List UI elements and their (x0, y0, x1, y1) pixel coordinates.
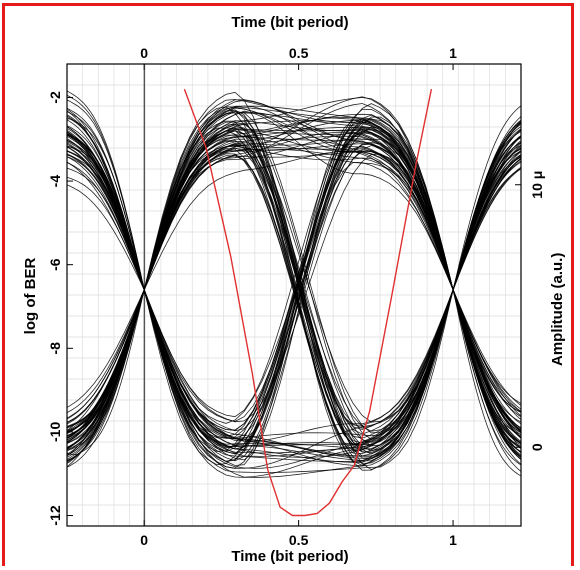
eye-trace (143, 123, 454, 440)
tick-marks (67, 64, 521, 526)
eye-trace (143, 130, 454, 466)
eye-trace (452, 147, 522, 290)
y-axis-right-title: Amplitude (a.u.) (549, 253, 566, 366)
eye-trace (452, 157, 522, 290)
eye-trace (66, 289, 145, 413)
eye-trace (66, 154, 145, 290)
eye-trace (66, 111, 145, 290)
eye-trace (66, 108, 145, 290)
eye-trace (66, 289, 145, 419)
eye-trace (143, 150, 454, 469)
eye-trace (66, 289, 145, 441)
ber-series-line (183, 88, 433, 517)
eye-trace (452, 289, 522, 472)
bottom-x-tick-labels: 0 0.5 1 (140, 532, 457, 548)
eye-trace (66, 99, 145, 290)
eye-traces (66, 90, 522, 478)
eye-trace (66, 141, 145, 290)
eye-trace (452, 289, 522, 477)
eye-trace (143, 96, 454, 290)
eye-trace (143, 289, 454, 463)
eye-trace (143, 137, 454, 290)
eye-diagram-chart: 0 0.5 1 0 0.5 1 -2-4-6-8-10-12 10 μ0 Time (b… (22, 14, 566, 565)
y-left-tick-label: -12 (47, 505, 63, 525)
eye-trace (143, 289, 454, 469)
eye-trace (66, 289, 145, 434)
eye-trace (452, 105, 522, 290)
eye-trace (143, 145, 454, 466)
y-left-tick-label: -4 (47, 175, 63, 188)
eye-trace (143, 131, 454, 290)
eye-trace (452, 123, 522, 290)
eye-trace (66, 289, 145, 449)
eye-trace (452, 289, 522, 447)
eye-trace (143, 289, 454, 473)
right-y-tick-labels: 10 μ 0 (529, 171, 545, 451)
eye-trace (66, 156, 145, 290)
eye-trace (143, 289, 454, 478)
y-left-tick-label: -2 (47, 91, 63, 104)
eye-trace (452, 289, 522, 434)
eye-trace (143, 103, 454, 452)
eye-trace (66, 184, 145, 290)
eye-trace (66, 128, 145, 290)
eye-trace (452, 123, 522, 290)
x-bottom-tick-label: 1 (449, 532, 457, 548)
eye-trace (66, 289, 145, 423)
y-right-tick-label: 0 (529, 443, 545, 451)
y-axis-left-title: log of BER (22, 258, 39, 335)
y-right-tick-label: 10 μ (529, 171, 545, 199)
eye-trace (143, 99, 454, 290)
eye-trace (66, 156, 145, 290)
eye-trace (66, 289, 145, 448)
eye-trace (66, 134, 145, 290)
top-x-tick-labels: 0 0.5 1 (140, 45, 457, 61)
plot-border (66, 63, 522, 527)
eye-trace (452, 289, 522, 429)
y-left-tick-label: -8 (47, 342, 63, 355)
eye-trace (143, 113, 454, 290)
eye-trace (143, 162, 454, 439)
x-top-tick-label: 0.5 (289, 45, 309, 61)
eye-trace (143, 153, 454, 423)
eye-trace (452, 168, 522, 290)
eye-trace (143, 150, 454, 290)
eye-trace (66, 289, 145, 462)
ber-bathtub-curve (183, 88, 433, 517)
x-axis-bottom-title: Time (bit period) (231, 548, 348, 565)
left-y-tick-labels: -2 -4 -6 -8 -10 -12 (47, 91, 63, 526)
eye-trace (143, 108, 454, 431)
eye-trace (452, 150, 522, 290)
eye-trace (143, 107, 454, 290)
x-bottom-tick-label: 0 (140, 532, 148, 548)
eye-trace (143, 143, 454, 290)
eye-trace (452, 128, 522, 290)
x-top-tick-label: 1 (449, 45, 457, 61)
y-left-tick-label: -10 (47, 422, 63, 442)
eye-trace (66, 142, 145, 290)
eye-trace (66, 161, 145, 290)
x-top-tick-label: 0 (140, 45, 148, 61)
eye-trace (143, 154, 454, 453)
eye-trace (66, 289, 145, 408)
eye-trace (143, 109, 454, 439)
eye-trace (452, 289, 522, 433)
eye-trace (452, 289, 522, 406)
y-left-tick-label: -6 (47, 258, 63, 271)
eye-trace (143, 130, 454, 423)
x-bottom-tick-label: 0.5 (289, 532, 309, 548)
eye-trace (452, 289, 522, 413)
x-axis-top-title: Time (bit period) (231, 14, 348, 31)
eye-trace (66, 289, 145, 439)
eye-trace (452, 289, 522, 412)
eye-trace (143, 134, 454, 290)
